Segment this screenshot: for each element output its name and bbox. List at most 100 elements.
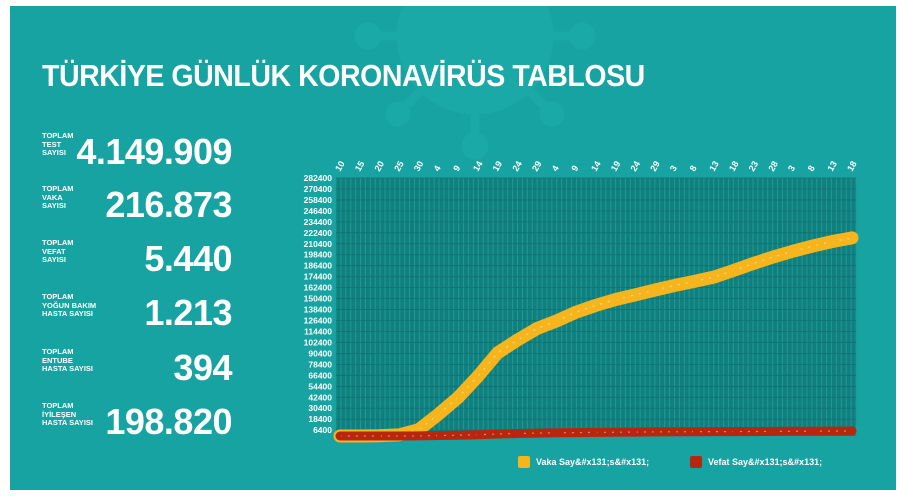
legend-label-deaths: Vefat Say&#x131;s&#x131; (708, 457, 823, 467)
y-tick-label: 198400 (304, 250, 333, 260)
x-tick-label: 9 (569, 164, 580, 173)
data-point-deaths (830, 429, 834, 433)
data-point-cases (574, 310, 578, 314)
y-tick-label: 222400 (304, 228, 333, 238)
x-tick-label: 19 (609, 159, 623, 173)
y-tick-label: 102400 (304, 337, 333, 347)
data-point-deaths (377, 434, 381, 438)
data-point-cases (436, 412, 440, 416)
stat-value: 198.820 (105, 401, 232, 442)
data-point-deaths (614, 430, 618, 434)
stat-label: TOPLAM VAKA SAYISI (42, 184, 74, 210)
data-point-deaths (752, 429, 756, 433)
x-tick-label: 28 (766, 159, 780, 173)
x-tick-label: 14 (589, 159, 603, 173)
data-point-deaths (436, 434, 440, 438)
data-point-deaths (476, 433, 480, 437)
data-point-cases (712, 275, 716, 279)
stat-label: TOPLAM YOĞUN BAKIM HASTA SAYISI (42, 292, 97, 318)
y-tick-label: 18400 (308, 414, 332, 424)
x-tick-label: 8 (806, 164, 817, 173)
data-point-cases (633, 293, 637, 297)
stat-value: 1.213 (144, 292, 232, 333)
stat-label: TOPLAM TEST SAYISI (42, 131, 74, 157)
stat-label: TOPLAM İYİLEŞEN HASTA SAYISI (42, 401, 93, 427)
data-point-deaths (456, 433, 460, 437)
x-tick-label: 19 (491, 159, 505, 173)
data-point-cases (456, 395, 460, 399)
x-tick-label: 4 (432, 164, 443, 173)
stat-total-deaths: TOPLAM VEFAT SAYISI 5.440 (42, 238, 232, 283)
data-point-cases (771, 255, 775, 259)
data-point-cases (811, 244, 815, 248)
data-point-cases (476, 375, 480, 379)
stat-total-tests: TOPLAM TEST SAYISI 4.149.909 (42, 131, 232, 176)
legend-swatch-deaths (690, 456, 702, 468)
data-point-deaths (771, 429, 775, 433)
x-tick-label: 10 (333, 159, 347, 173)
data-point-cases (653, 288, 657, 292)
y-tick-label: 258400 (304, 195, 333, 205)
x-tick-label: 13 (825, 159, 839, 173)
data-point-deaths (496, 432, 500, 436)
y-tick-label: 6400 (313, 425, 332, 435)
data-point-deaths (594, 430, 598, 434)
x-tick-label: 18 (727, 159, 741, 173)
data-point-deaths (712, 430, 716, 434)
y-tick-label: 90400 (308, 348, 332, 358)
y-tick-label: 150400 (304, 294, 333, 304)
data-point-deaths (417, 434, 421, 438)
x-tick-label: 23 (747, 159, 761, 173)
x-tick-label: 20 (372, 159, 386, 173)
y-tick-label: 234400 (304, 217, 333, 227)
x-tick-label: 18 (845, 159, 859, 173)
x-tick-label: 3 (786, 164, 797, 173)
data-point-cases (732, 268, 736, 272)
stat-total-recovered: TOPLAM İYİLEŞEN HASTA SAYISI 198.820 (42, 401, 232, 446)
y-tick-label: 210400 (304, 239, 333, 249)
y-tick-label: 66400 (308, 370, 332, 380)
data-point-deaths (574, 431, 578, 435)
y-tick-label: 270400 (304, 184, 333, 194)
x-tick-label: 9 (451, 164, 462, 173)
data-point-cases (515, 338, 519, 342)
data-point-cases (594, 303, 598, 307)
stat-value: 216.873 (105, 184, 232, 225)
y-tick-label: 246400 (304, 206, 333, 216)
y-tick-label: 30400 (308, 403, 332, 413)
x-tick-label: 3 (668, 164, 679, 173)
legend-item-cases: Vaka Say&#x131;s&#x131; (518, 454, 649, 470)
data-point-cases (535, 327, 539, 331)
x-tick-label: 30 (412, 159, 426, 173)
y-tick-label: 186400 (304, 261, 333, 271)
data-point-cases (752, 261, 756, 265)
data-point-deaths (653, 430, 657, 434)
stat-value: 5.440 (144, 238, 232, 279)
x-tick-label: 14 (471, 159, 485, 173)
y-tick-label: 126400 (304, 316, 333, 326)
stat-label: TOPLAM ENTUBE HASTA SAYISI (42, 347, 93, 373)
x-tick-label: 24 (510, 159, 524, 173)
stat-value: 394 (173, 347, 232, 388)
data-point-deaths (633, 430, 637, 434)
page-title: TÜRKİYE GÜNLÜK KORONAVİRÜS TABLOSU (42, 58, 645, 93)
stat-label: TOPLAM VEFAT SAYISI (42, 238, 74, 264)
infographic-panel: TÜRKİYE GÜNLÜK KORONAVİRÜS TABLOSU TOPLA… (10, 6, 896, 490)
data-point-cases (791, 249, 795, 253)
data-point-deaths (338, 434, 342, 438)
data-point-deaths (515, 432, 519, 436)
y-tick-label: 174400 (304, 272, 333, 282)
data-point-deaths (555, 431, 559, 435)
data-point-cases (417, 428, 421, 432)
y-tick-label: 282400 (304, 173, 333, 183)
data-point-deaths (791, 429, 795, 433)
data-point-cases (830, 239, 834, 243)
data-point-deaths (397, 434, 401, 438)
stat-total-intubated: TOPLAM ENTUBE HASTA SAYISI 394 (42, 347, 232, 392)
data-point-deaths (358, 434, 362, 438)
legend-label-cases: Vaka Say&#x131;s&#x131; (536, 457, 650, 467)
data-point-deaths (692, 430, 696, 434)
x-tick-label: 4 (550, 164, 561, 173)
x-tick-label: 8 (688, 164, 699, 173)
data-point-cases (850, 236, 854, 240)
